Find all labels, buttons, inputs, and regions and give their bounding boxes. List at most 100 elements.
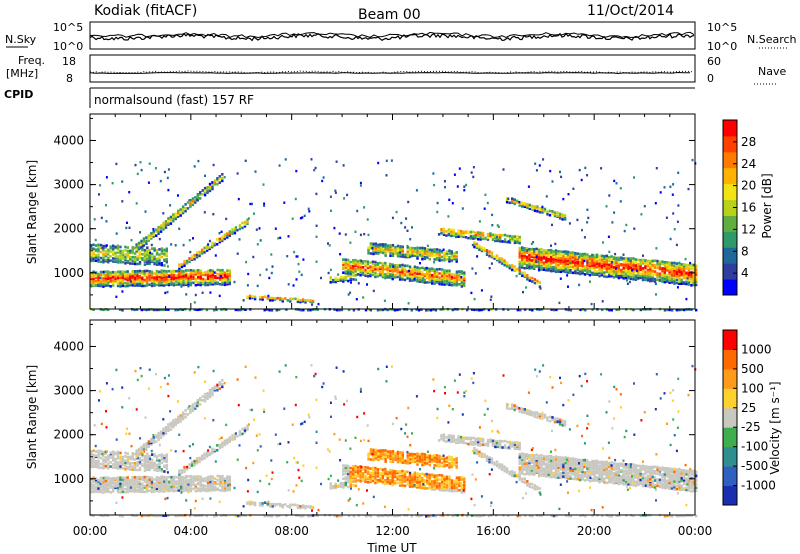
power-cell [612, 276, 616, 279]
power-cell [670, 275, 674, 279]
power-cell [344, 270, 347, 273]
velocity-cell [525, 469, 529, 472]
power-cell [552, 265, 555, 269]
power-cell [486, 238, 490, 241]
power-cell [496, 239, 499, 243]
velocity-cell [131, 456, 134, 459]
power-cell [364, 271, 367, 275]
power-cell [226, 234, 229, 237]
velocity-cell [218, 482, 222, 486]
power-cell [470, 308, 474, 311]
velocity-cell [489, 440, 492, 444]
velocity-cell [399, 461, 402, 464]
power-cell [97, 243, 100, 247]
power-scatter [233, 280, 236, 284]
velocity-cell [94, 477, 98, 480]
velocity-cell [445, 458, 449, 461]
power-cell [377, 252, 380, 256]
velocity-cell [99, 490, 103, 494]
power-cell [508, 234, 512, 238]
power-cell [107, 256, 110, 260]
power-cell [170, 275, 173, 278]
velocity-cell [428, 479, 431, 483]
velocity-cell [138, 466, 142, 470]
power-cell [160, 255, 164, 259]
velocity-cell [145, 482, 149, 485]
power-cell [263, 308, 266, 312]
power-cell [151, 255, 154, 259]
power-cell [374, 247, 377, 250]
velocity-cell [389, 468, 392, 472]
velocity-cell [421, 455, 424, 458]
velocity-cell [194, 402, 197, 405]
power-scatter [144, 210, 147, 213]
power-cell [569, 251, 572, 254]
velocity-cell [521, 468, 524, 471]
power-cell [535, 257, 538, 261]
velocity-cell [372, 455, 375, 458]
velocity-cell [342, 486, 345, 489]
power-cell [344, 272, 347, 275]
power-cell [525, 266, 529, 270]
power-cell [431, 254, 434, 257]
velocity-cell [530, 472, 533, 476]
power-cell [500, 259, 504, 263]
velocity-cell [469, 436, 473, 440]
power-cell [369, 265, 372, 268]
velocity-cell [203, 399, 207, 403]
power-cell [458, 272, 461, 276]
velocity-cell [213, 385, 217, 388]
power-cell [595, 270, 599, 273]
power-cell [528, 255, 531, 259]
power-cell [138, 254, 142, 258]
velocity-cell [513, 406, 516, 409]
power-cell [653, 263, 657, 267]
power-cell [450, 283, 454, 287]
velocity-cell [423, 484, 426, 488]
velocity-cell [409, 452, 412, 456]
power-cell [116, 270, 120, 274]
velocity-cell [281, 505, 284, 509]
velocity-cell [518, 410, 521, 413]
y-tick-label: 1000 [53, 266, 84, 280]
power-cell [124, 270, 127, 274]
velocity-cell [182, 489, 185, 493]
power-cell [371, 262, 375, 266]
power-cell [246, 218, 249, 222]
velocity-cell [159, 436, 163, 439]
velocity-cell [94, 462, 98, 465]
power-cell [663, 267, 666, 270]
power-cell [566, 261, 570, 264]
power-scatter [347, 293, 350, 296]
power-cell [646, 275, 650, 278]
power-cell [458, 276, 461, 280]
velocity-cell [393, 479, 397, 483]
power-cell [367, 251, 370, 255]
velocity-cell [431, 483, 434, 486]
velocity-cell [114, 465, 117, 469]
power-cell [304, 301, 307, 304]
velocity-cell [403, 484, 407, 488]
velocity-cell [406, 483, 409, 486]
power-cell [189, 199, 192, 202]
power-cell [189, 277, 193, 280]
power-cell [588, 263, 591, 266]
velocity-cell [196, 399, 199, 402]
velocity-cell [546, 416, 549, 419]
power-cell [206, 279, 210, 282]
power-cell [675, 275, 679, 278]
power-scatter [342, 164, 345, 167]
freq-unit: [MHz] [6, 67, 38, 80]
power-cell [639, 266, 642, 269]
power-cell [124, 284, 127, 288]
power-cell [148, 253, 151, 257]
power-cell [131, 250, 134, 253]
velocity-cell [155, 487, 159, 490]
power-cell [107, 248, 110, 252]
power-cell [136, 276, 139, 280]
velocity-cell [418, 484, 421, 488]
power-cell [377, 249, 380, 252]
velocity-cell [359, 469, 362, 473]
velocity-cell [533, 461, 536, 465]
colorbar-tick-label: 4 [741, 266, 749, 280]
